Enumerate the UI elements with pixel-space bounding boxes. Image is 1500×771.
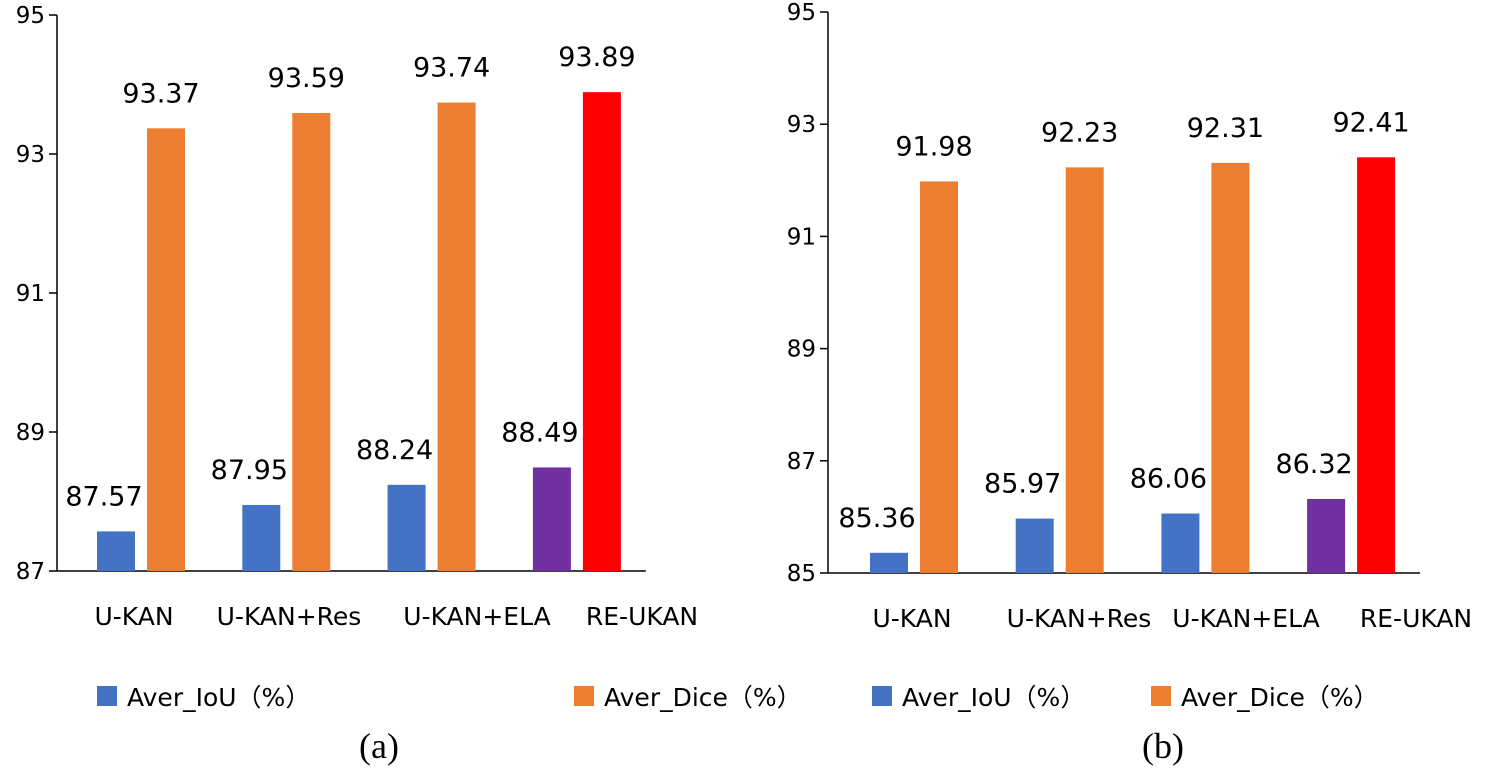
data-label: 86.06	[1130, 464, 1207, 495]
legend-label: Aver_Dice（%）	[604, 683, 802, 712]
data-label: 87.95	[211, 455, 288, 486]
data-label: 92.31	[1187, 113, 1264, 144]
iou-legend-swatch	[97, 686, 117, 706]
data-label: 93.37	[122, 78, 199, 109]
data-label: 92.23	[1041, 117, 1118, 148]
data-label: 86.32	[1275, 449, 1352, 480]
iou-bar-u-kan-ela	[1161, 513, 1200, 573]
data-label: 91.98	[895, 131, 972, 162]
legend-label: Aver_Dice（%）	[1181, 683, 1379, 712]
iou-bar-u-kan	[870, 552, 908, 573]
x-tick-label: U-KAN	[94, 602, 173, 631]
data-label: 87.57	[65, 481, 142, 512]
y-tick-label: 87	[16, 559, 45, 585]
y-tick-label: 93	[787, 112, 816, 138]
chart-panel-a: 87 89 91 93 95 87.57 93.37 U-KAN 87.95 93.59 U-KAN…	[16, 3, 802, 766]
legend-label: Aver_IoU（%）	[902, 683, 1085, 712]
x-tick-label: U-KAN+ELA	[403, 602, 550, 631]
y-tick-label: 89	[16, 420, 45, 446]
data-label: 85.36	[838, 503, 915, 534]
iou-legend-swatch	[872, 686, 892, 706]
x-tick-label: RE-UKAN	[586, 602, 698, 631]
iou-bar-u-kan-res	[242, 504, 281, 571]
iou-bar-u-kan	[97, 531, 135, 571]
y-tick-label: 93	[16, 142, 45, 168]
iou-bar-re-ukan	[532, 467, 571, 571]
data-label: 88.49	[501, 417, 578, 448]
y-tick-label: 87	[787, 449, 816, 475]
chart-panel-b: 85 87 89 91 93 95 85.36 91.98 U-KAN 85.97 92.23 U-K…	[787, 0, 1472, 766]
legend-label: Aver_IoU（%）	[127, 683, 310, 712]
dice-bar-u-kan-ela	[1211, 162, 1250, 573]
x-tick-label: U-KAN	[872, 604, 951, 633]
x-tick-label: U-KAN+ELA	[1172, 604, 1319, 633]
data-label: 92.41	[1332, 107, 1409, 138]
x-tick-label: RE-UKAN	[1360, 604, 1472, 633]
dice-legend-swatch	[1151, 686, 1171, 706]
data-label: 88.24	[356, 435, 433, 466]
iou-bar-re-ukan	[1307, 498, 1346, 573]
data-label: 93.59	[268, 63, 345, 94]
y-tick-label: 89	[787, 337, 816, 363]
y-tick-label: 91	[16, 281, 45, 307]
data-label: 85.97	[984, 469, 1061, 500]
y-tick-label: 95	[16, 3, 45, 29]
dice-bar-re-ukan	[1357, 157, 1396, 573]
dice-bar-u-kan-ela	[437, 102, 476, 571]
dice-bar-u-kan-res	[1065, 167, 1104, 573]
dice-bar-u-kan	[920, 181, 958, 573]
y-tick-label: 91	[787, 224, 816, 250]
iou-bar-u-kan-res	[1015, 518, 1054, 573]
panel-caption: (a)	[359, 726, 399, 766]
iou-bar-u-kan-ela	[387, 484, 426, 571]
data-label: 93.89	[558, 42, 635, 73]
dice-bar-u-kan	[147, 128, 185, 571]
y-tick-label: 95	[787, 0, 816, 26]
x-tick-label: U-KAN+Res	[1007, 604, 1152, 633]
x-tick-label: U-KAN+Res	[217, 602, 362, 631]
dice-bar-re-ukan	[582, 92, 621, 572]
y-tick-label: 85	[787, 561, 816, 587]
data-label: 93.74	[413, 53, 490, 84]
panel-caption: (b)	[1142, 726, 1184, 766]
dice-legend-swatch	[574, 686, 594, 706]
dice-bar-u-kan-res	[292, 112, 331, 572]
